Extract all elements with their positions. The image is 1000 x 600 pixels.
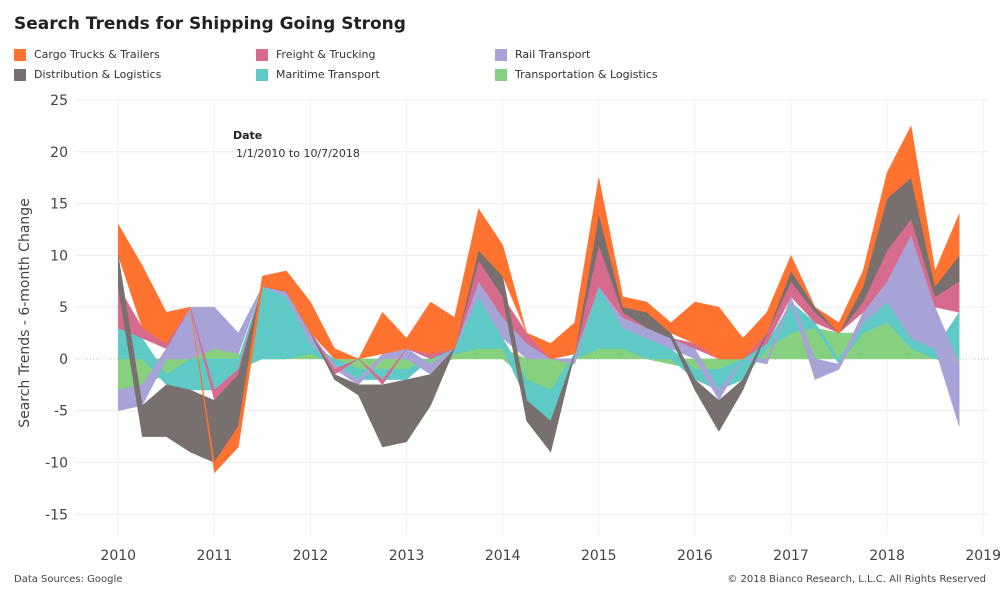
area-distribution-logistics — [117, 177, 960, 463]
y-tick-label: 25 — [50, 93, 68, 109]
y-tick-label: 20 — [50, 145, 68, 161]
legend-label: Rail Transport — [515, 48, 591, 61]
legend-item-freight-trucking[interactable]: Freight & Trucking — [256, 48, 376, 61]
y-tick-label: 5 — [59, 300, 68, 316]
legend-item-distribution-logistics[interactable]: Distribution & Logistics — [14, 68, 161, 81]
data-source-note: Data Sources: Google — [14, 574, 123, 585]
x-tick-label: 2017 — [773, 548, 809, 564]
legend-item-cargo-trucks[interactable]: Cargo Trucks & Trailers — [14, 48, 160, 61]
series-areas — [117, 125, 960, 474]
x-tick-label: 2010 — [100, 548, 136, 564]
legend-item-transportation-logistics[interactable]: Transportation & Logistics — [495, 68, 658, 81]
y-tick-label: -10 — [45, 456, 68, 472]
legend-label: Transportation & Logistics — [515, 68, 658, 81]
x-tick-label: 2013 — [389, 548, 425, 564]
legend-swatch — [495, 48, 507, 61]
x-tick-label: 2019 — [965, 548, 1000, 564]
legend-label: Cargo Trucks & Trailers — [34, 48, 160, 61]
y-tick-label: 15 — [50, 197, 68, 213]
annotation-value: 1/1/2010 to 10/7/2018 — [236, 147, 360, 160]
x-tick-label: 2018 — [869, 548, 905, 564]
legend-swatch — [256, 68, 268, 81]
legend-swatch — [256, 48, 268, 61]
annotation-title: Date — [233, 129, 262, 142]
y-tick-label: 10 — [50, 248, 68, 264]
x-tick-label: 2014 — [485, 548, 521, 564]
y-axis: -15 -10 -5 0 5 10 15 20 25 — [45, 93, 68, 523]
y-tick-label: 0 — [59, 352, 68, 368]
legend-label: Maritime Transport — [276, 68, 380, 81]
area-cargo-trucks-trailers — [117, 125, 960, 474]
legend-item-maritime-transport[interactable]: Maritime Transport — [256, 68, 380, 81]
copyright-note: © 2018 Bianco Research, L.L.C. All Right… — [727, 574, 986, 585]
chart-title: Search Trends for Shipping Going Strong — [14, 14, 406, 34]
legend-swatch — [495, 68, 507, 81]
legend-swatch — [14, 68, 26, 81]
legend-swatch — [14, 48, 26, 61]
x-tick-label: 2011 — [197, 548, 233, 564]
x-tick-label: 2016 — [677, 548, 713, 564]
y-tick-label: -5 — [54, 404, 68, 420]
x-tick-label: 2012 — [293, 548, 329, 564]
y-tick-label: -15 — [45, 507, 68, 523]
legend-item-rail-transport[interactable]: Rail Transport — [495, 48, 590, 61]
legend-label: Distribution & Logistics — [34, 68, 162, 81]
y-axis-label: Search Trends - 6-month Change — [17, 198, 33, 428]
x-tick-label: 2015 — [581, 548, 617, 564]
x-axis: 2010 2011 2012 2013 2014 2015 2016 2017 2018 2019 — [100, 548, 1000, 564]
legend-label: Freight & Trucking — [276, 48, 376, 61]
